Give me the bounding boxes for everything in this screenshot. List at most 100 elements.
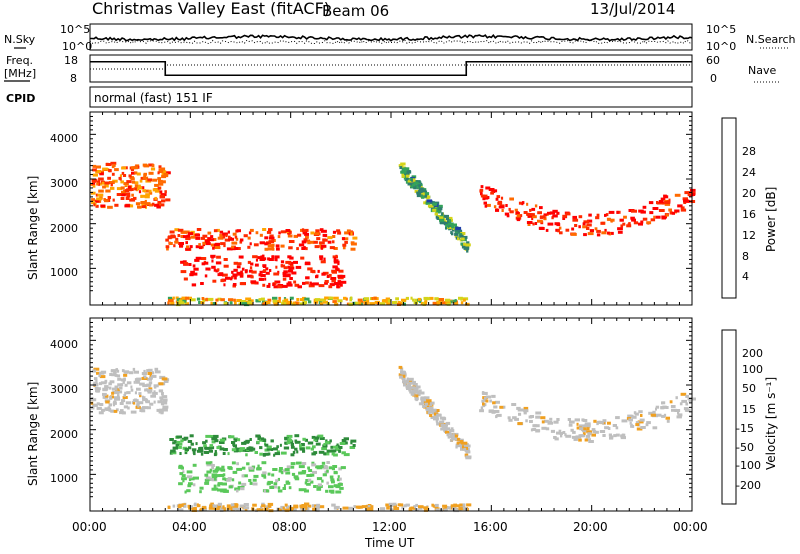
echo-cell [479,409,484,413]
echo-cell [92,173,98,177]
echo-cell [259,452,263,456]
echo-cell [489,399,492,403]
echo-cell [111,391,115,395]
echo-cell [213,506,216,510]
echo-cell [126,188,132,192]
echo-cell [143,172,147,176]
echo-cell [208,297,214,301]
echo-cell [277,235,281,239]
echo-cell [310,269,315,273]
echo-cell [317,483,322,487]
echo-cell [188,482,193,486]
echo-cell [311,435,316,439]
echo-cell [545,228,549,232]
echo-cell [436,216,440,220]
echo-cell [188,263,192,266]
echo-cell [228,298,234,302]
echo-cell [583,220,590,224]
echo-cell [211,259,214,263]
echo-cell [462,445,464,449]
echo-cell [299,447,305,451]
echo-cell [175,296,179,300]
echo-cell [187,504,191,508]
echo-cell [252,255,258,259]
echo-cell [216,446,221,450]
echo-cell [418,389,422,393]
echo-cell [117,383,123,387]
echo-cell [185,241,188,245]
echo-cell [240,270,243,274]
echo-cell [401,164,404,168]
echo-cell [176,435,182,439]
echo-cell [598,420,604,424]
echo-cell [200,236,205,240]
echo-cell [307,441,314,445]
echo-cell [435,419,439,423]
echo-cell [445,226,448,230]
echo-cell [466,241,470,245]
echo-cell [574,418,580,422]
power-ytick-1000: 1000 [50,266,78,279]
echo-cell [241,267,245,271]
echo-cell [236,467,242,471]
echo-cell [277,300,281,303]
echo-cell [322,300,328,304]
echo-cell [684,408,691,412]
echo-cell [223,302,228,306]
echo-cell [584,424,588,428]
echo-cell [299,504,302,508]
echo-cell [161,401,166,405]
nave-label: Nave [748,64,776,77]
echo-cell [532,424,537,428]
echo-cell [485,186,491,190]
echo-cell [337,482,343,486]
echo-cell [210,478,215,481]
echo-cell [630,423,633,427]
echo-cell [183,262,189,266]
echo-cell [123,377,126,381]
echo-cell [308,284,315,288]
noise-sky-line [90,33,693,42]
echo-cell [310,231,315,235]
echo-cell [337,231,340,235]
echo-cell [305,479,310,482]
echo-cell [338,449,341,453]
echo-cell [633,221,639,225]
echo-cell [407,180,411,184]
echo-cell [198,447,203,450]
echo-cell [307,466,310,470]
echo-cell [280,230,287,234]
echo-cell [199,490,202,494]
echo-cell [604,228,607,232]
echo-cell [273,272,280,276]
echo-cell [527,223,531,226]
echo-cell [283,298,289,302]
echo-cell [397,301,401,304]
echo-cell [655,405,660,409]
echo-cell [204,478,210,482]
echo-cell [174,228,180,232]
echo-cell [233,268,238,272]
echo-cell [191,448,197,452]
echo-cell [265,505,268,509]
echo-cell [147,178,152,182]
echo-cell [553,420,559,424]
echo-cell [283,270,288,274]
echo-cell [224,238,230,242]
echo-cell [205,476,211,480]
echo-cell [342,243,347,247]
echo-cell [458,507,463,511]
echo-cell [294,447,298,451]
echo-cell [246,447,252,451]
echo-cell [247,245,251,249]
echo-cell [326,469,329,473]
freq-panel: Freq. [MHz] 18 8 60 0 Nave [4,54,780,85]
echo-cell [98,374,101,378]
echo-cell [132,401,136,405]
echo-cell [238,481,242,485]
echo-cell [604,213,607,217]
velocity-yticks [90,317,692,498]
echo-cell [321,447,327,451]
echo-cell [194,502,197,506]
echo-cell [131,193,134,197]
